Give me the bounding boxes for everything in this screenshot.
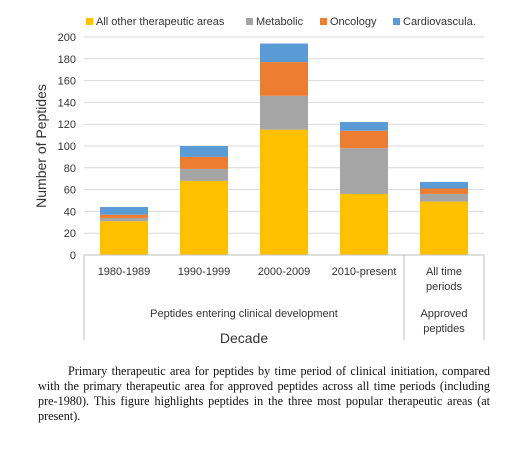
bar-segment	[260, 95, 308, 130]
bar-segment	[260, 129, 308, 255]
legend-label: All other therapeutic areas	[96, 16, 225, 28]
y-tick-label: 80	[64, 163, 76, 175]
bar-segment	[420, 193, 468, 202]
y-tick-label: 200	[58, 32, 76, 44]
group-label-clinical: Peptides entering clinical development	[150, 308, 338, 320]
legend-swatch	[393, 18, 400, 25]
y-tick-label: 20	[64, 228, 76, 240]
bar-segment	[100, 207, 148, 215]
bar-segment	[260, 62, 308, 96]
x-tick-label: All time periods	[426, 266, 463, 293]
legend-swatch	[320, 18, 327, 25]
y-tick-label: 60	[64, 185, 76, 197]
bar-segment	[340, 122, 388, 131]
legend-label: Oncology	[330, 16, 377, 28]
bar-segment	[100, 214, 148, 218]
x-tick-label: 2000-2009	[258, 266, 311, 278]
x-axis-title: Decade	[220, 330, 268, 346]
y-tick-label: 120	[58, 119, 76, 131]
bar-segment	[420, 188, 468, 194]
bar-segment	[340, 148, 388, 194]
figure-caption: Primary therapeutic area for peptides by…	[38, 364, 490, 423]
bar-segment	[180, 168, 228, 181]
bar-segment	[100, 221, 148, 255]
bar-segment	[260, 43, 308, 63]
bar-segment	[340, 130, 388, 149]
legend-swatch	[246, 18, 253, 25]
bar-segment	[420, 201, 468, 255]
bar-segment	[180, 180, 228, 255]
bar-segment	[340, 193, 388, 255]
y-tick-label: 140	[58, 97, 76, 109]
y-axis-title: Number of Peptides	[33, 84, 49, 208]
stacked-bar-chart: 0 20 40 60 80 100 120 140 160 180 200 1980-1989 1990…	[33, 16, 485, 346]
x-tick-label: 1990-1999	[178, 266, 231, 278]
bar-segment	[420, 181, 468, 189]
bar-segment	[180, 156, 228, 169]
legend-label: Metabolic	[256, 16, 304, 28]
bar-segment	[100, 217, 148, 222]
bar-segment	[180, 146, 228, 157]
y-tick-label: 0	[70, 250, 76, 262]
y-tick-label: 180	[58, 54, 76, 66]
y-tick-label: 100	[58, 141, 76, 153]
x-tick-label: 2010-present	[332, 266, 397, 278]
x-tick-label: 1980-1989	[98, 266, 151, 278]
legend-swatch	[86, 18, 93, 25]
group-label-approved: Approved peptides	[420, 308, 467, 335]
y-tick-label: 160	[58, 76, 76, 88]
legend-label: Cardiovascula.	[403, 16, 476, 28]
y-tick-label: 40	[64, 206, 76, 218]
